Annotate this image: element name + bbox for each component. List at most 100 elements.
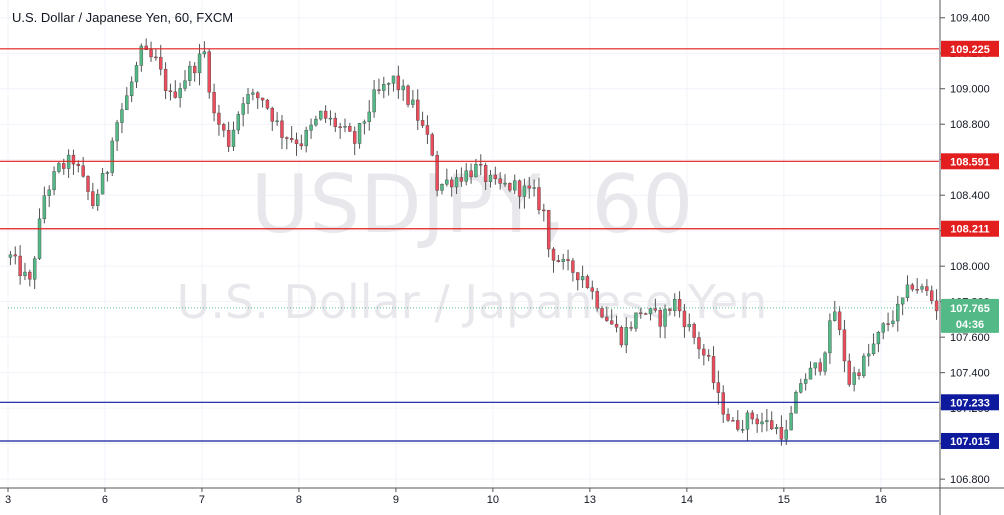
candle[interactable] bbox=[808, 361, 813, 380]
candle[interactable] bbox=[673, 293, 677, 317]
candle[interactable] bbox=[270, 106, 274, 131]
candle[interactable] bbox=[658, 307, 662, 338]
candle[interactable] bbox=[915, 278, 919, 294]
candle[interactable] bbox=[755, 414, 759, 433]
candle[interactable] bbox=[770, 411, 774, 431]
candle[interactable] bbox=[765, 408, 769, 432]
candle[interactable] bbox=[197, 44, 202, 86]
candle[interactable] bbox=[159, 44, 163, 76]
candle[interactable] bbox=[464, 163, 468, 186]
candle[interactable] bbox=[168, 83, 173, 101]
candle[interactable] bbox=[411, 90, 415, 108]
candle[interactable] bbox=[188, 61, 192, 87]
candle[interactable] bbox=[343, 118, 347, 133]
candle[interactable] bbox=[600, 306, 604, 319]
candle[interactable] bbox=[241, 96, 245, 127]
candle[interactable] bbox=[367, 100, 371, 131]
candle[interactable] bbox=[740, 419, 745, 434]
candle[interactable] bbox=[125, 87, 129, 111]
candle[interactable] bbox=[527, 176, 531, 199]
candle[interactable] bbox=[542, 203, 546, 222]
candle[interactable] bbox=[789, 405, 793, 431]
candle[interactable] bbox=[28, 269, 32, 287]
candle[interactable] bbox=[18, 245, 22, 285]
candle[interactable] bbox=[435, 150, 439, 197]
candle[interactable] bbox=[319, 110, 323, 121]
candle[interactable] bbox=[736, 410, 740, 432]
candle[interactable] bbox=[236, 111, 241, 135]
candle[interactable] bbox=[280, 115, 284, 150]
candle[interactable] bbox=[716, 370, 721, 405]
candle[interactable] bbox=[96, 189, 100, 211]
candle[interactable] bbox=[677, 291, 682, 318]
candle[interactable] bbox=[862, 353, 866, 379]
candle[interactable] bbox=[285, 136, 289, 150]
candle[interactable] bbox=[760, 412, 764, 433]
candle[interactable] bbox=[445, 168, 449, 187]
candle[interactable] bbox=[440, 183, 444, 195]
candle[interactable] bbox=[648, 307, 653, 321]
candle[interactable] bbox=[886, 312, 890, 332]
candle[interactable] bbox=[537, 177, 541, 215]
candle[interactable] bbox=[91, 182, 95, 209]
candle[interactable] bbox=[493, 166, 498, 185]
candle[interactable] bbox=[183, 69, 187, 92]
candle[interactable] bbox=[289, 126, 294, 143]
candle[interactable] bbox=[314, 115, 318, 127]
candle[interactable] bbox=[503, 174, 507, 187]
candle[interactable] bbox=[639, 308, 643, 319]
candle[interactable] bbox=[823, 351, 827, 376]
candle[interactable] bbox=[866, 343, 871, 367]
candle[interactable] bbox=[508, 182, 512, 193]
candles[interactable] bbox=[8, 38, 939, 446]
candle[interactable] bbox=[799, 378, 803, 394]
candle[interactable] bbox=[934, 289, 939, 320]
candle[interactable] bbox=[488, 169, 493, 188]
candle[interactable] bbox=[590, 280, 595, 300]
candle[interactable] bbox=[609, 309, 614, 325]
candle[interactable] bbox=[338, 122, 342, 139]
candle[interactable] bbox=[930, 285, 934, 305]
candle[interactable] bbox=[857, 368, 861, 380]
candle[interactable] bbox=[663, 304, 667, 339]
candle[interactable] bbox=[624, 317, 628, 354]
candle[interactable] bbox=[192, 62, 197, 82]
candle[interactable] bbox=[706, 349, 711, 362]
candle[interactable] bbox=[134, 61, 139, 89]
candle[interactable] bbox=[580, 265, 585, 289]
candle[interactable] bbox=[561, 253, 565, 270]
candle[interactable] bbox=[532, 179, 536, 197]
candle[interactable] bbox=[251, 88, 255, 101]
candle[interactable] bbox=[386, 82, 391, 96]
candle[interactable] bbox=[13, 246, 17, 265]
candle[interactable] bbox=[144, 38, 148, 50]
candle[interactable] bbox=[299, 134, 304, 150]
candle[interactable] bbox=[905, 275, 910, 302]
candle[interactable] bbox=[81, 157, 85, 178]
candle[interactable] bbox=[576, 272, 580, 291]
candle[interactable] bbox=[881, 322, 885, 340]
candle[interactable] bbox=[52, 166, 56, 196]
candle[interactable] bbox=[619, 325, 624, 348]
candle[interactable] bbox=[774, 424, 779, 435]
candle[interactable] bbox=[309, 118, 313, 139]
candle[interactable] bbox=[100, 167, 105, 195]
candle[interactable] bbox=[682, 303, 687, 338]
candle[interactable] bbox=[8, 251, 13, 266]
candle[interactable] bbox=[416, 89, 420, 131]
candle[interactable] bbox=[702, 343, 706, 366]
candle[interactable] bbox=[163, 62, 168, 100]
candle[interactable] bbox=[750, 410, 755, 425]
candle[interactable] bbox=[871, 333, 876, 356]
candle[interactable] bbox=[42, 186, 47, 224]
candle[interactable] bbox=[813, 362, 818, 376]
candle[interactable] bbox=[76, 160, 81, 173]
candle[interactable] bbox=[178, 82, 182, 108]
candle[interactable] bbox=[687, 313, 691, 332]
candle[interactable] bbox=[323, 105, 328, 123]
candle[interactable] bbox=[420, 111, 425, 128]
candle[interactable] bbox=[348, 122, 352, 132]
candle[interactable] bbox=[551, 247, 556, 273]
candle[interactable] bbox=[333, 112, 338, 133]
